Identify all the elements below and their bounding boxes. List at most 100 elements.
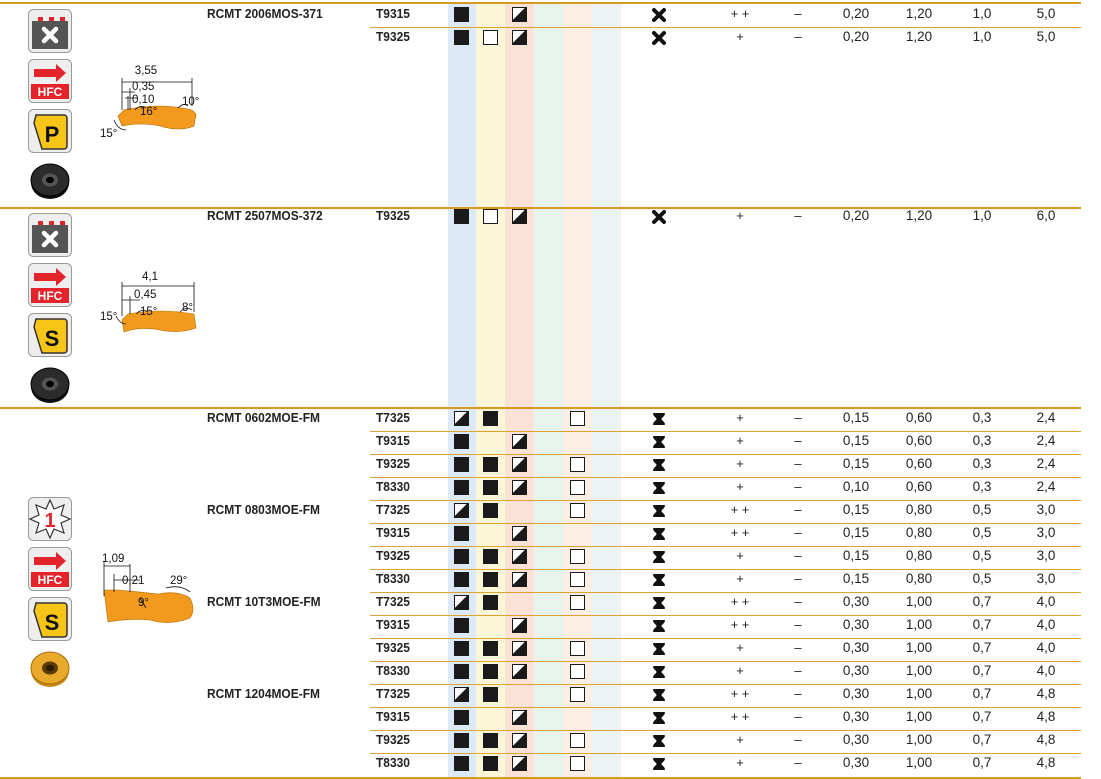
rating-minus: –	[794, 433, 802, 448]
dim-d1: 0,35	[132, 81, 154, 93]
value-1: 0,30	[842, 755, 870, 770]
insert-round-icon	[30, 163, 70, 199]
grade-suitability-half	[512, 733, 527, 748]
value-4: 2,4	[1036, 433, 1056, 448]
value-4: 4,0	[1036, 617, 1056, 632]
value-3: 0,3	[972, 456, 992, 471]
rating-minus: –	[794, 410, 802, 425]
value-3: 0,3	[972, 479, 992, 494]
rating-minus: –	[794, 732, 802, 747]
grade-code: T9315	[376, 6, 410, 21]
grade-suitability-empty	[570, 664, 585, 679]
insert-geometry-drawing: 4,1 0,45 15° 15° 8°	[100, 271, 197, 333]
value-2: 1,00	[905, 594, 933, 609]
grade-suitability-half	[512, 457, 527, 472]
grade-suitability-half	[512, 7, 527, 22]
first-choice-number: 1	[44, 510, 55, 532]
dim-angle-3: 15°	[100, 311, 117, 323]
grade-code: T9325	[376, 208, 410, 223]
row-divider	[370, 615, 1081, 616]
grade-suitability-empty	[483, 209, 498, 224]
dim-d2: 0,10	[132, 94, 154, 106]
value-2: 0,60	[905, 479, 933, 494]
row-divider	[370, 592, 1081, 593]
value-4: 3,0	[1036, 502, 1056, 517]
screw-mark-icon	[653, 574, 665, 586]
rating-plus: +	[736, 410, 744, 425]
dim-d1: 0,45	[134, 289, 156, 301]
material-s-icon: S	[28, 313, 72, 357]
hfc-icon: HFC	[28, 59, 72, 103]
material-p-icon: P	[28, 109, 72, 153]
grade-suitability-empty	[570, 480, 585, 495]
product-code: RCMT 1204MOE-FM	[207, 686, 320, 701]
value-2: 1,00	[905, 640, 933, 655]
value-4: 2,4	[1036, 410, 1056, 425]
grade-code: T9315	[376, 525, 410, 540]
screw-mark-icon	[653, 689, 665, 701]
material-letter: P	[45, 122, 60, 147]
rating-plus: +	[736, 433, 744, 448]
row-divider	[0, 207, 1081, 209]
grade-suitability-full	[454, 756, 469, 771]
grade-suitability-full	[483, 503, 498, 518]
grade-code: T8330	[376, 663, 410, 678]
value-4: 3,0	[1036, 571, 1056, 586]
value-2: 1,00	[905, 617, 933, 632]
material-letter: S	[45, 326, 60, 351]
grade-suitability-half	[512, 641, 527, 656]
value-2: 1,20	[905, 208, 933, 223]
value-1: 0,20	[842, 208, 870, 223]
screw-mark-icon	[653, 413, 665, 425]
grade-column-bg	[534, 3, 563, 778]
cross-mark-icon	[652, 31, 666, 45]
dim-angle-1: 15°	[140, 306, 157, 318]
interrupted-cut-icon	[28, 213, 72, 257]
grade-suitability-full	[483, 756, 498, 771]
value-4: 4,8	[1036, 755, 1056, 770]
row-divider	[370, 569, 1081, 570]
value-2: 1,00	[905, 755, 933, 770]
row-divider	[370, 661, 1081, 662]
value-3: 0,7	[972, 617, 992, 632]
value-4: 6,0	[1036, 208, 1056, 223]
grade-suitability-full	[454, 526, 469, 541]
screw-mark-icon	[653, 758, 665, 770]
material-letter: S	[45, 610, 60, 635]
value-2: 1,00	[905, 663, 933, 678]
grade-code: T8330	[376, 479, 410, 494]
value-2: 1,20	[905, 6, 933, 21]
dim-angle-1: 9°	[138, 597, 149, 609]
dim-d1: 0,21	[122, 575, 144, 587]
value-3: 0,7	[972, 594, 992, 609]
value-4: 5,0	[1036, 29, 1056, 44]
value-1: 0,15	[842, 525, 870, 540]
grade-code: T9325	[376, 640, 410, 655]
value-3: 0,5	[972, 571, 992, 586]
dim-angle-2: 8°	[182, 302, 193, 314]
row-divider	[370, 730, 1081, 731]
grade-code: T9315	[376, 433, 410, 448]
value-1: 0,15	[842, 502, 870, 517]
value-1: 0,30	[842, 663, 870, 678]
grade-suitability-empty	[570, 687, 585, 702]
dim-width: 4,1	[142, 271, 158, 283]
grade-suitability-half	[454, 503, 469, 518]
screw-mark-icon	[653, 459, 665, 471]
grade-suitability-half	[512, 664, 527, 679]
dim-angle-2: 29°	[170, 575, 187, 587]
screw-mark-icon	[653, 712, 665, 724]
grade-suitability-full	[483, 595, 498, 610]
row-divider	[0, 2, 1081, 4]
rating-plus: +	[736, 29, 744, 44]
grade-code: T7325	[376, 502, 410, 517]
value-4: 4,0	[1036, 663, 1056, 678]
hfc-label: HFC	[38, 289, 63, 303]
value-4: 4,8	[1036, 709, 1056, 724]
grade-suitability-empty	[570, 411, 585, 426]
screw-mark-icon	[653, 666, 665, 678]
grade-suitability-full	[454, 710, 469, 725]
value-4: 5,0	[1036, 6, 1056, 21]
value-4: 2,4	[1036, 479, 1056, 494]
rating-minus: –	[794, 640, 802, 655]
